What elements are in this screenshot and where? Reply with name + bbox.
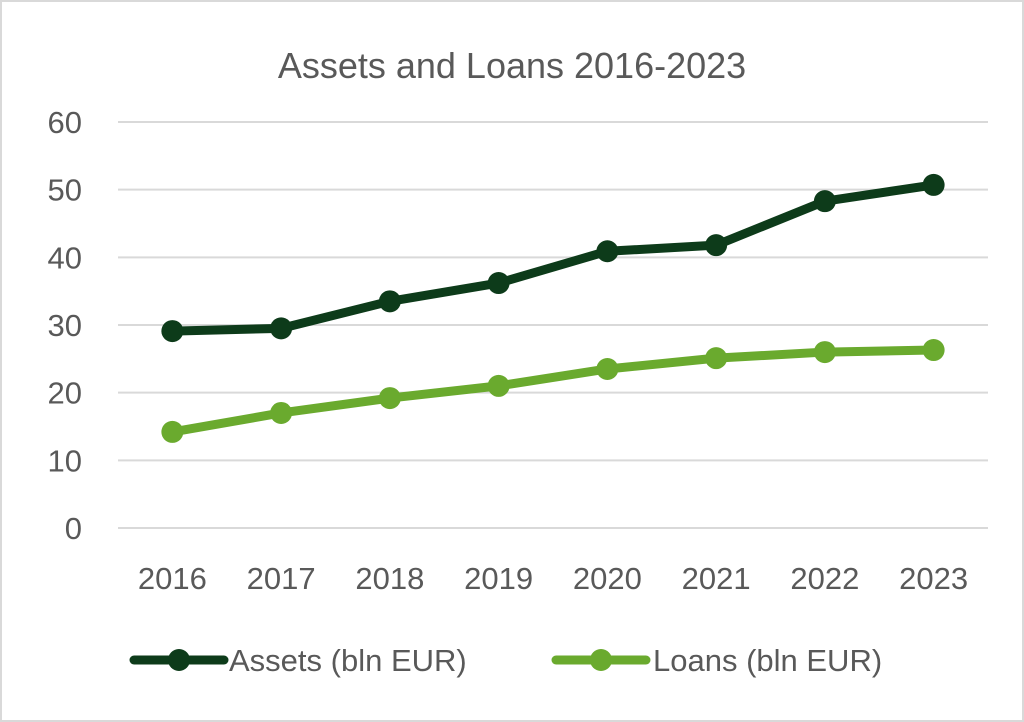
chart-title: Assets and Loans 2016-2023 — [278, 45, 746, 86]
data-point — [270, 317, 293, 340]
series-line-0 — [167, 180, 939, 336]
x-axis-ticks: 2016 2017 2018 2019 2020 2021 2022 2023 — [138, 561, 968, 596]
legend-swatch-marker — [168, 649, 190, 671]
data-point — [922, 173, 945, 196]
data-point — [161, 420, 184, 443]
y-tick-label: 40 — [48, 240, 82, 275]
x-tick-label: 2018 — [355, 561, 424, 596]
y-tick-label: 0 — [65, 511, 82, 546]
legend-label: Assets (bln EUR) — [229, 643, 467, 678]
x-tick-label: 2023 — [899, 561, 968, 596]
legend: Assets (bln EUR) Loans (bln EUR) — [129, 643, 882, 678]
x-tick-label: 2021 — [682, 561, 751, 596]
data-point — [270, 401, 293, 424]
x-tick-label: 2020 — [573, 561, 642, 596]
legend-label: Loans (bln EUR) — [653, 643, 882, 678]
y-tick-label: 10 — [48, 443, 82, 478]
y-tick-label: 30 — [48, 308, 82, 343]
data-point — [705, 347, 728, 370]
gridlines — [118, 121, 988, 529]
data-point — [487, 272, 510, 295]
data-point — [161, 320, 184, 343]
y-tick-label: 60 — [48, 105, 82, 140]
x-tick-label: 2022 — [790, 561, 859, 596]
data-point — [596, 357, 619, 380]
legend-swatch-marker — [590, 649, 612, 671]
data-point — [596, 240, 619, 263]
y-tick-label: 50 — [48, 173, 82, 208]
y-tick-label: 20 — [48, 376, 82, 411]
x-tick-label: 2017 — [247, 561, 316, 596]
data-point — [705, 234, 728, 257]
data-point — [378, 290, 401, 313]
data-point — [813, 341, 836, 364]
data-point — [487, 374, 510, 397]
series-group — [161, 173, 945, 443]
series-line-1 — [167, 345, 939, 437]
x-tick-label: 2019 — [464, 561, 533, 596]
x-tick-label: 2016 — [138, 561, 207, 596]
y-axis-ticks: 0 10 20 30 40 50 60 — [48, 105, 82, 546]
data-point — [922, 339, 945, 362]
data-point — [813, 190, 836, 213]
data-point — [378, 387, 401, 410]
